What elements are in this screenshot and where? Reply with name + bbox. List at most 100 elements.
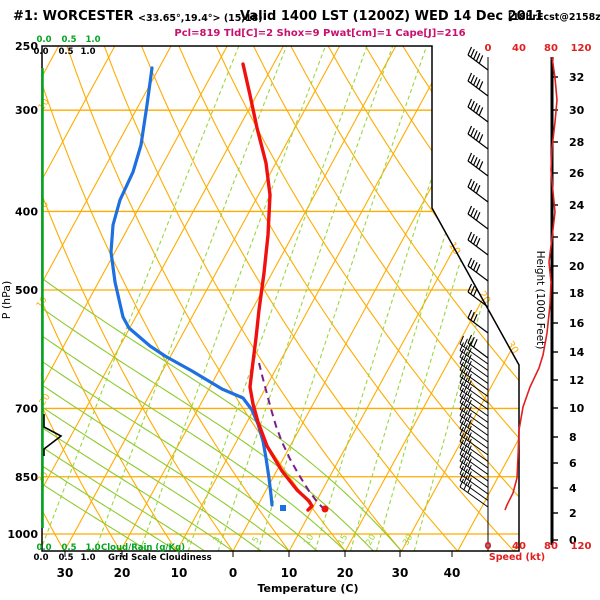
wind-barb-tick: [467, 458, 472, 467]
height-tick-label: 26: [569, 167, 585, 180]
wind-barb-tick: [470, 259, 475, 269]
wind-barb-tick: [463, 338, 468, 348]
wind-barb: [459, 428, 489, 449]
wind-barb-tick: [478, 107, 484, 116]
speed-tick-label: 40: [512, 43, 526, 54]
wind-barb-tick: [459, 348, 464, 358]
height-tick-label: 22: [569, 231, 584, 244]
moist-adiabat-line: [42, 46, 234, 551]
dry-adiabat-line: [290, 46, 519, 551]
wind-barb-tick: [470, 127, 475, 137]
wind-barb-tick: [463, 384, 468, 393]
moist-adiabat-line: [42, 46, 178, 551]
wind-barb-tick: [473, 182, 478, 192]
temp-tick-label: 30: [392, 566, 409, 580]
wind-barb: [467, 160, 489, 177]
wind-barb-tick: [467, 471, 472, 480]
wind-barb-tick: [459, 472, 464, 481]
wind-barb: [459, 389, 489, 410]
isotherm-line: [42, 46, 228, 551]
pressure-axis: 250 300 400 500 700 850 1000 P (hPa): [0, 40, 38, 541]
grid-scale-cloudiness-profile: [43, 414, 63, 456]
cloud-scale-labels: 0.00.00.00.00.50.50.50.51.01.01.01.0Clou…: [33, 35, 211, 563]
wind-barb-tick: [463, 481, 468, 491]
wind-barb-tick: [459, 426, 464, 436]
moist-adiabat-line: [42, 46, 374, 551]
cloud-scale-tick: 0.5: [61, 543, 76, 553]
wind-barb-tick: [475, 238, 481, 247]
speed-tick-label: 0: [485, 541, 492, 552]
height-tick-label: 8: [569, 431, 577, 444]
pressure-tick-label: 850: [15, 471, 38, 484]
isotherm-line: [120, 46, 397, 551]
wind-barb: [467, 54, 489, 71]
wind-barb-tick: [473, 235, 478, 245]
cloud-scale-tick: 0.5: [61, 35, 76, 45]
speed-tick-label: 80: [544, 541, 558, 552]
isotherm-line: [344, 46, 519, 551]
wind-barb: [459, 434, 489, 456]
wind-barb-tick: [467, 399, 472, 409]
wind-barb-tick: [470, 207, 475, 217]
wind-barb-tick: [467, 393, 472, 402]
isotherm-line: [176, 46, 453, 551]
cloud-scale-tick: 0.0: [33, 47, 48, 57]
dry-adiabat-line: [42, 46, 121, 551]
dry-adiabat-line: [42, 46, 178, 551]
wind-barb-tick: [459, 413, 464, 423]
valid-time: Valid 1400 LST (1200Z) WED 14 Dec 2011: [240, 9, 544, 24]
wind-barb-tick: [475, 212, 481, 221]
wind-barb: [467, 186, 489, 203]
mixing-ratio-line: [375, 46, 519, 551]
wind-barb-tick: [467, 373, 472, 383]
wind-barb-tick: [467, 205, 473, 215]
wind-barb-tick: [467, 231, 473, 241]
pressure-tick-label: 500: [15, 284, 38, 297]
wind-barb: [459, 467, 489, 488]
wind-barb-tick: [459, 420, 464, 429]
wind-barb-tick: [467, 152, 473, 162]
wind-barb-tick: [467, 178, 473, 188]
surface-temp-marker: [321, 505, 329, 513]
cloud-scale-tick: 0.5: [58, 553, 73, 563]
wind-barb: [459, 421, 489, 443]
wind-barbs: [459, 46, 489, 508]
wind-barb-tick: [467, 464, 472, 474]
wind-barb-tick: [475, 105, 481, 114]
wind-barb-tick: [463, 436, 468, 445]
wind-barb: [459, 473, 489, 495]
mixing-ratio-label: 2: [182, 535, 193, 545]
height-tick-label: 4: [569, 482, 577, 495]
wind-barb: [467, 291, 489, 308]
wind-barb-tick: [467, 72, 473, 82]
wind-barb-tick: [475, 79, 481, 88]
forecast-hour: [18hrFcst@2158z]: [508, 12, 600, 23]
wind-barb: [459, 369, 489, 391]
wind-barb: [459, 408, 489, 430]
adiabat-label: 20: [38, 392, 53, 407]
wind-barb-tick: [463, 345, 468, 354]
moist-adiabat-line: [42, 46, 402, 551]
wind-barb-tick: [459, 342, 464, 351]
isotherm-line: [457, 46, 519, 551]
wind-barb-tick: [475, 53, 481, 62]
mixing-ratio-label: 20: [364, 533, 378, 547]
wind-barb-tick: [467, 257, 473, 267]
wind-barb-tick: [473, 50, 478, 60]
moist-adiabat-line: [42, 46, 206, 551]
wind-barb-tick: [475, 132, 481, 141]
wind-barb-tick: [459, 394, 464, 403]
dry-adiabat-line: [215, 46, 519, 551]
wind-barb-tick: [459, 478, 464, 488]
wind-barb-tick: [473, 129, 478, 139]
pressure-tick-label: 250: [15, 40, 38, 53]
height-tick-label: 20: [569, 260, 585, 273]
speed-tick-label: 120: [571, 43, 592, 54]
moist-adiabat-line: [42, 46, 149, 551]
wind-barb: [459, 460, 489, 482]
wind-barb-tick: [470, 154, 475, 164]
wind-barb: [467, 80, 489, 97]
wind-barb: [467, 133, 489, 150]
height-tick-label: 18: [569, 287, 584, 300]
wind-barb-tick: [467, 438, 472, 448]
